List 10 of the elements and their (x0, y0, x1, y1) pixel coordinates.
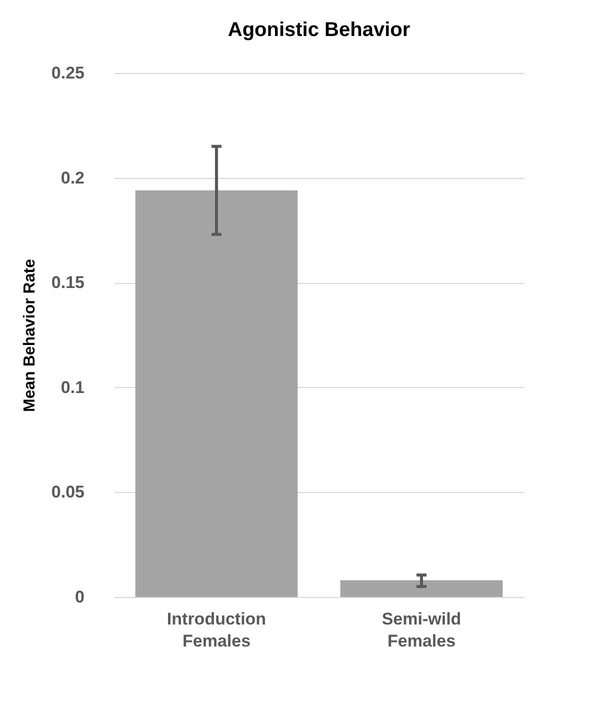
y-tick-label: 0.1 (60, 378, 84, 397)
chart-title: Agonistic Behavior (228, 19, 410, 41)
y-tick-label: 0 (75, 588, 84, 606)
x-tick-label: Semi-wild Females (382, 610, 462, 650)
x-tick-label: Introduction Females (166, 610, 266, 650)
y-tick-label: 0.25 (51, 64, 84, 82)
y-tick-label: 0.05 (51, 482, 84, 502)
y-tick-label: 0.2 (60, 168, 84, 188)
y-axis-title: Mean Behavior Rate (21, 258, 38, 412)
y-tick-label: 0.15 (51, 273, 84, 292)
